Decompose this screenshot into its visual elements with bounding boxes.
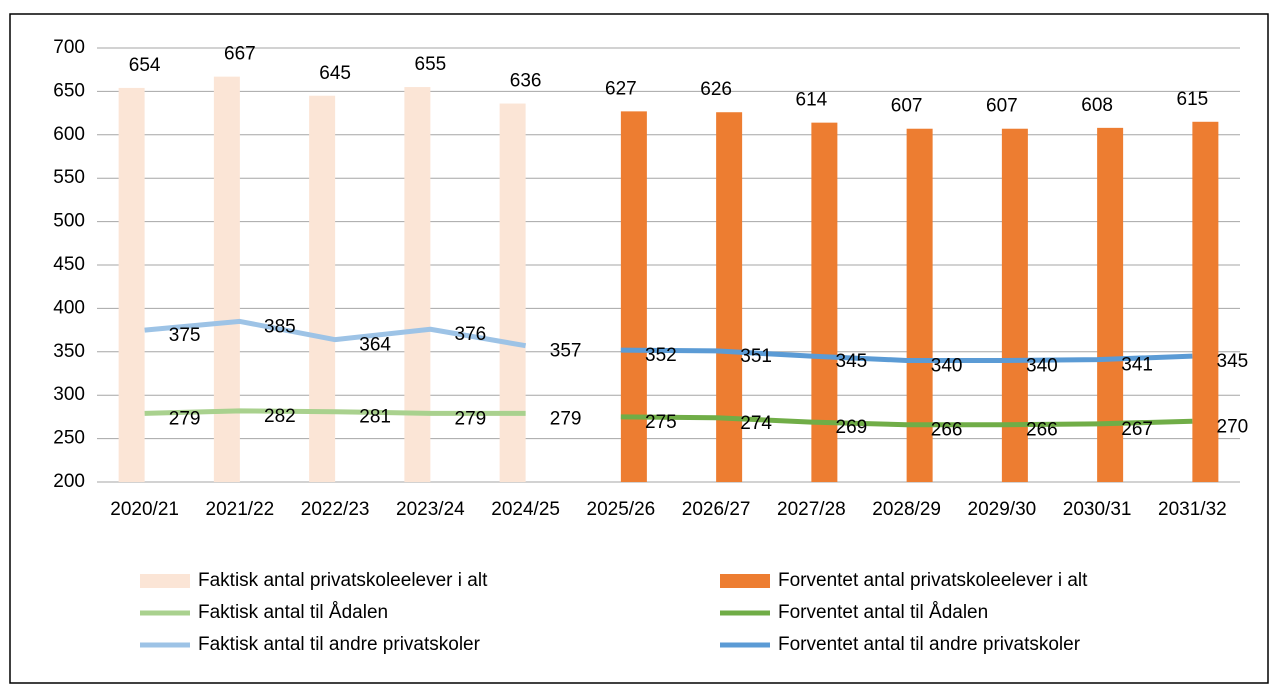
line (620, 347, 1193, 363)
x-tick-label: 2027/28 (777, 499, 846, 520)
data-label: 345 (1217, 351, 1249, 372)
data-label: 269 (836, 417, 868, 438)
y-tick-label: 600 (53, 124, 85, 145)
y-tick-label: 400 (53, 297, 85, 318)
legend-label: Faktisk antal til andre privatskoler (198, 634, 481, 655)
data-label: 607 (891, 96, 923, 117)
y-tick-label: 500 (53, 211, 85, 232)
bar (1097, 127, 1124, 482)
data-label: 270 (1217, 416, 1249, 437)
y-tick-label: 350 (53, 341, 85, 362)
data-label: 266 (1026, 420, 1058, 441)
bar (620, 111, 647, 482)
x-tick-label: 2031/32 (1158, 499, 1227, 520)
x-tick-label: 2026/27 (682, 499, 751, 520)
data-label: 667 (224, 44, 256, 65)
bar (499, 103, 526, 482)
y-tick-label: 250 (53, 428, 85, 449)
data-label: 279 (455, 408, 487, 429)
data-label: 352 (645, 345, 677, 366)
data-label: 281 (359, 407, 391, 428)
data-label: 385 (264, 316, 296, 337)
x-tick-label: 2024/25 (491, 499, 560, 520)
y-tick-label: 200 (53, 471, 85, 492)
data-label: 275 (645, 412, 677, 433)
data-label: 645 (319, 63, 351, 84)
data-label: 615 (1177, 89, 1209, 110)
data-label: 282 (264, 406, 296, 427)
data-label: 341 (1121, 355, 1153, 376)
data-label: 279 (550, 408, 582, 429)
bar (118, 87, 145, 482)
bar (213, 76, 240, 483)
legend-label: Forventet antal til andre privatskoler (778, 634, 1081, 655)
data-label: 375 (169, 325, 201, 346)
data-label: 626 (700, 79, 732, 100)
data-label: 364 (359, 335, 391, 356)
data-label: 267 (1121, 419, 1153, 440)
x-tick-label: 2023/24 (396, 499, 465, 520)
x-tick-label: 2020/21 (110, 499, 179, 520)
bar (811, 122, 838, 482)
y-tick-label: 550 (53, 167, 85, 188)
data-label: 376 (455, 324, 487, 345)
data-label: 627 (605, 78, 637, 99)
legend-swatch (720, 574, 770, 588)
bar (1001, 128, 1028, 482)
legend-label: Forventet antal privatskoleelever i alt (778, 570, 1088, 591)
data-label: 279 (169, 408, 201, 429)
y-tick-label: 650 (53, 80, 85, 101)
data-label: 340 (931, 355, 963, 376)
legend-label: Faktisk antal til Ådalen (198, 602, 388, 623)
data-label: 351 (740, 346, 772, 367)
y-tick-label: 300 (53, 384, 85, 405)
bar (404, 87, 431, 482)
line (620, 414, 1193, 428)
x-tick-label: 2025/26 (587, 499, 656, 520)
x-tick-label: 2029/30 (968, 499, 1037, 520)
bar (716, 112, 743, 483)
x-tick-label: 2030/31 (1063, 499, 1132, 520)
x-tick-label: 2022/23 (301, 499, 370, 520)
data-label: 266 (931, 420, 963, 441)
data-label: 614 (796, 90, 828, 111)
y-tick-label: 450 (53, 254, 85, 275)
x-tick-label: 2028/29 (872, 499, 941, 520)
data-label: 340 (1026, 355, 1058, 376)
data-label: 655 (415, 54, 447, 75)
data-label: 607 (986, 96, 1018, 117)
line (144, 408, 526, 416)
data-label: 608 (1081, 95, 1113, 116)
data-label: 654 (129, 55, 161, 76)
data-label: 345 (836, 351, 868, 372)
bar (906, 128, 933, 482)
data-label: 636 (510, 71, 542, 92)
x-tick-label: 2021/22 (206, 499, 275, 520)
legend-label: Forventet antal til Ådalen (778, 602, 988, 623)
bar (1192, 121, 1219, 482)
y-tick-label: 700 (53, 37, 85, 58)
legend-swatch (140, 574, 190, 588)
line (144, 318, 527, 349)
data-label: 274 (740, 413, 772, 434)
bar (309, 95, 336, 483)
legend-label: Faktisk antal privatskoleelever i alt (198, 570, 488, 591)
data-label: 357 (550, 341, 582, 362)
